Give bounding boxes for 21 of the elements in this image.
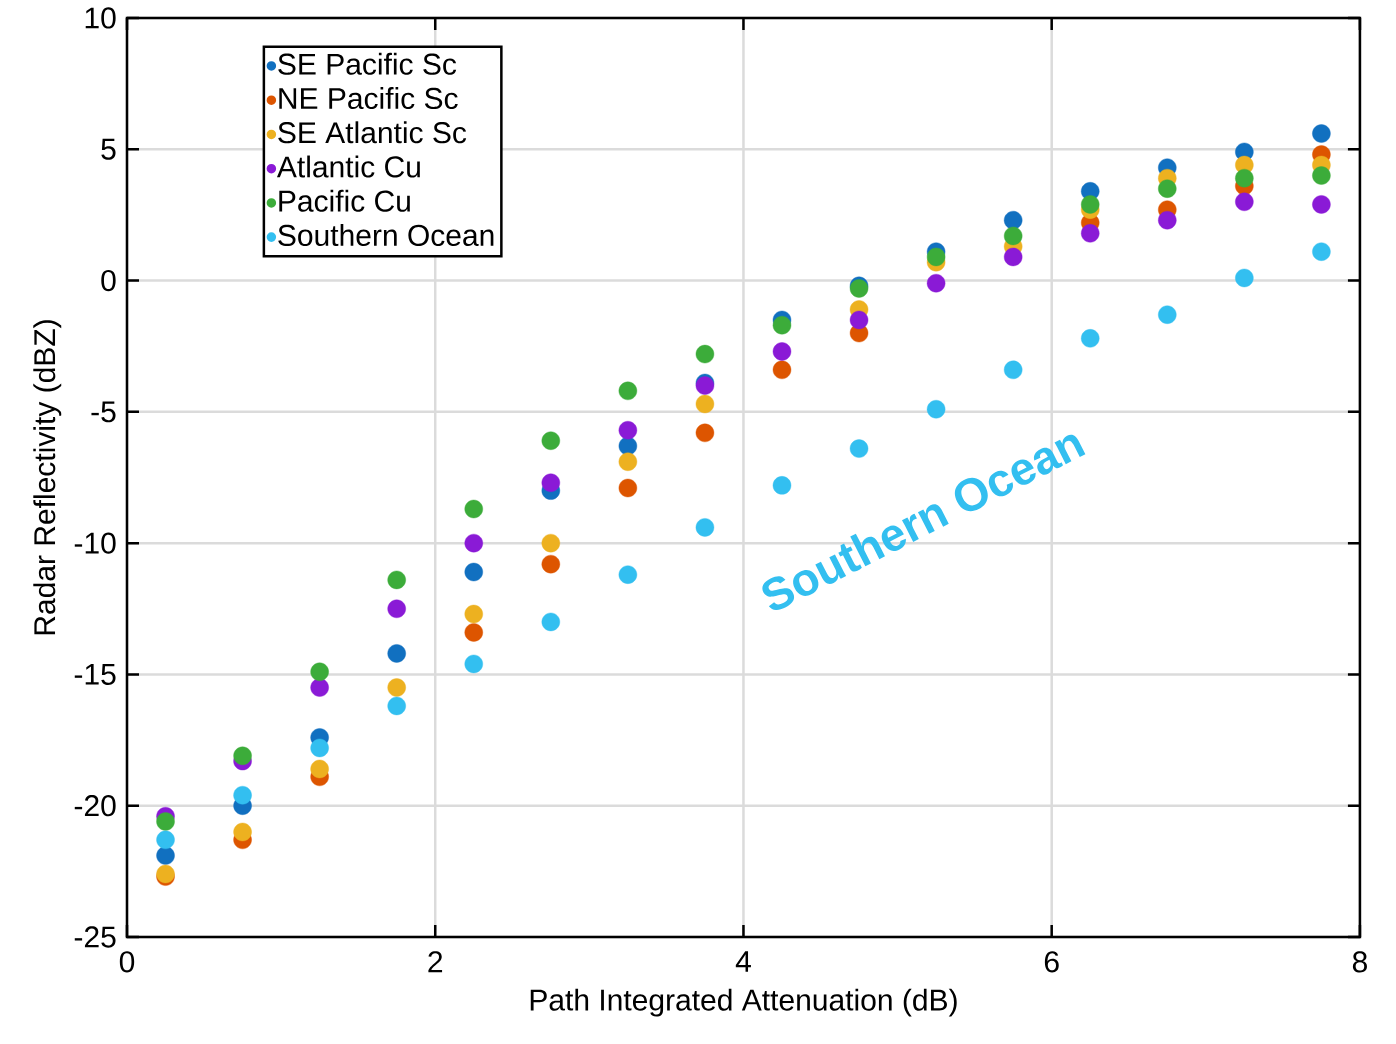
y-tick-label: -15 <box>74 663 116 685</box>
y-tick-label: 0 <box>101 269 116 292</box>
legend-label: NE Pacific Sc <box>279 87 458 110</box>
y-tick-label: -10 <box>74 532 116 554</box>
y-tick-label: -5 <box>91 401 116 423</box>
x-tick-label: 0 <box>119 951 135 973</box>
legend-label: SE Atlantic Sc <box>278 121 467 144</box>
x-tick-label: 4 <box>735 951 751 972</box>
x-tick-label: 6 <box>1044 951 1059 973</box>
x-tick-label: 8 <box>1352 951 1367 973</box>
y-axis-title: Radar Reflectivity (dBZ) <box>33 320 62 635</box>
y-tick-label: -20 <box>74 795 116 817</box>
x-tick-label: 2 <box>428 951 443 973</box>
y-tick-label: -25 <box>74 926 116 948</box>
y-tick-label: 5 <box>101 138 116 160</box>
y-tick-label: 10 <box>85 7 116 29</box>
legend-label: Atlantic Cu <box>276 155 420 178</box>
legend-label: SE Pacific Sc <box>278 52 457 75</box>
x-axis-title: Path Integrated Attenuation (dB) <box>530 988 957 1017</box>
legend-label: Pacific Cu <box>279 189 410 212</box>
legend-label: Southern Ocean <box>278 224 494 247</box>
